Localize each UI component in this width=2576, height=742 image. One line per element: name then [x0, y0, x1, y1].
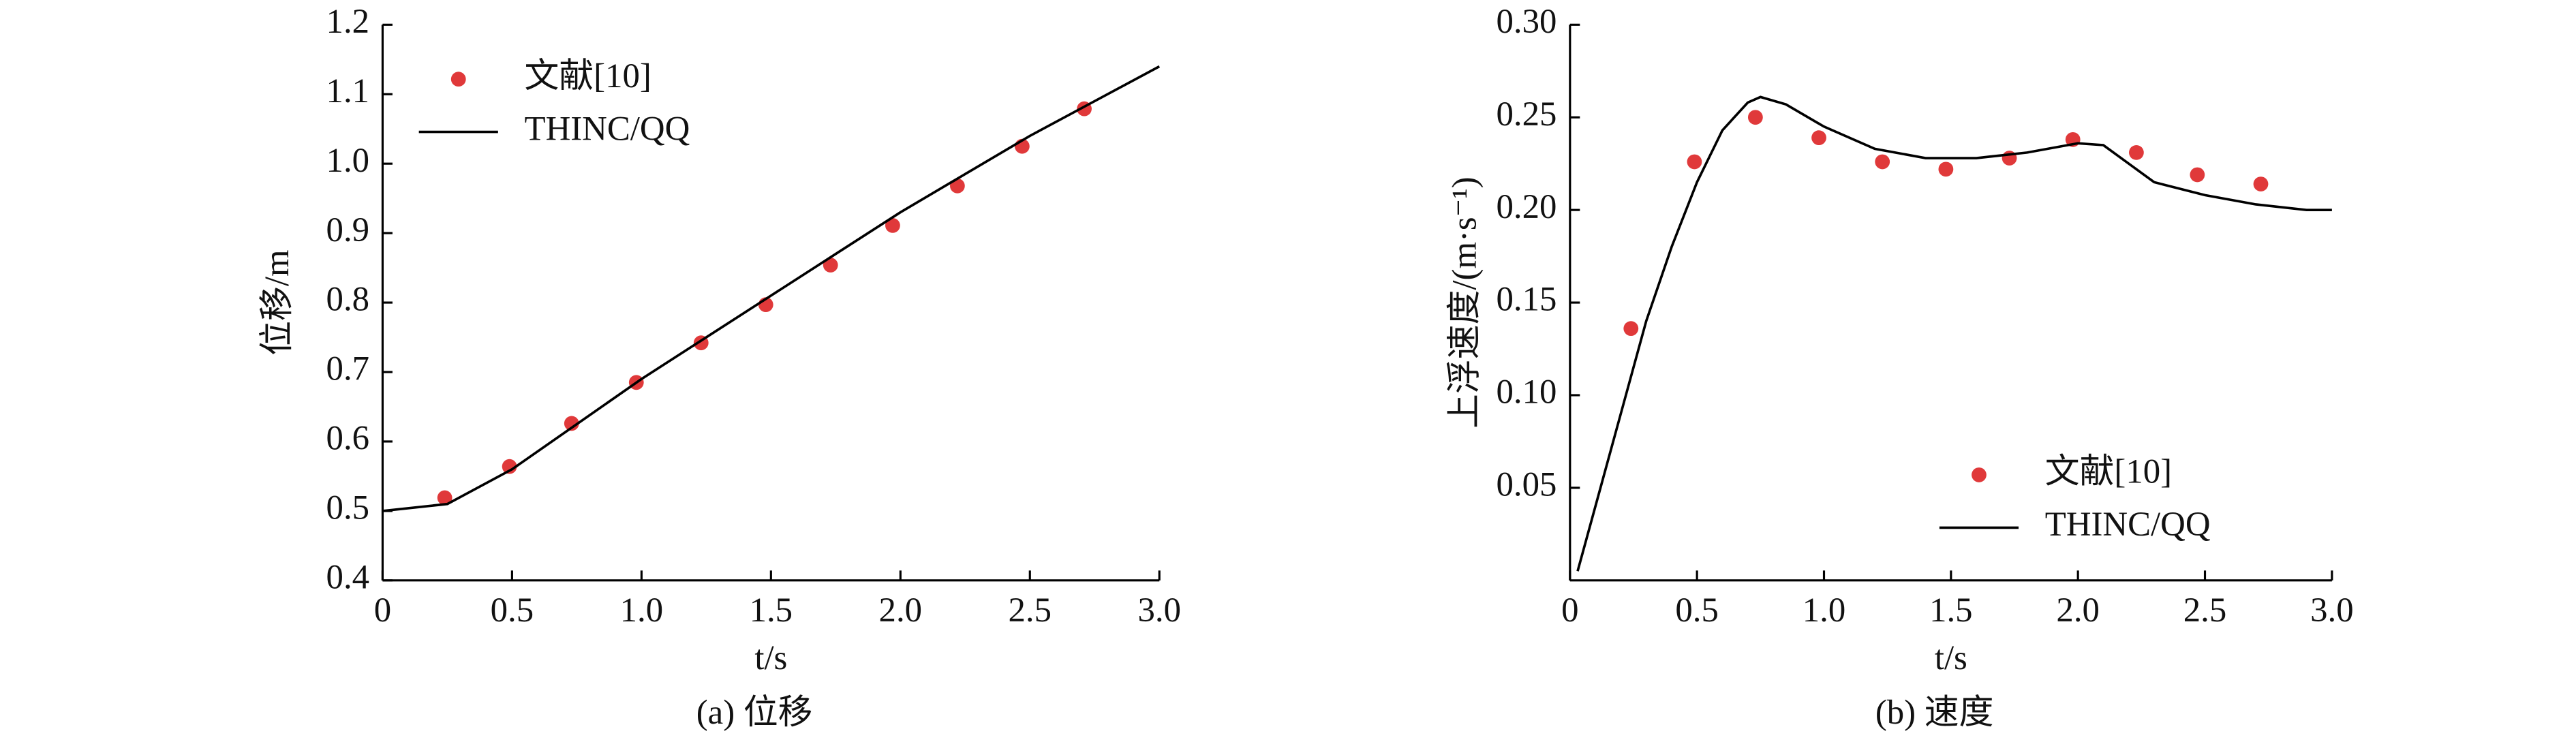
- y-tick-label: 0.10: [1497, 373, 1557, 411]
- data-point: [437, 490, 453, 506]
- legend-label: THINC/QQ: [525, 109, 690, 147]
- caption: (b) 速度: [1875, 693, 1994, 731]
- x-tick-label: 1.5: [1929, 591, 1973, 629]
- x-axis-label: t/s: [1935, 638, 1967, 677]
- data-point: [1687, 154, 1702, 170]
- line-series: [382, 65, 1161, 512]
- y-tick-label: 1.2: [326, 2, 370, 40]
- x-tick-label: 3.0: [1137, 591, 1181, 629]
- data-point: [1747, 110, 1763, 125]
- data-point: [502, 459, 517, 474]
- x-tick-label: 2.5: [2183, 591, 2227, 629]
- data-point: [2129, 144, 2144, 160]
- x-tick-label: 0: [1561, 591, 1578, 629]
- y-tick-label: 0.30: [1497, 2, 1557, 40]
- data-point: [1938, 161, 1954, 177]
- data-point: [1875, 154, 1890, 170]
- x-tick-label: 0.5: [1675, 591, 1719, 629]
- x-tick-label: 3.0: [2310, 591, 2354, 629]
- x-tick-label: 1.0: [620, 591, 664, 629]
- data-point: [2253, 176, 2269, 191]
- y-tick-label: 1.1: [326, 72, 370, 110]
- data-point: [2190, 167, 2205, 183]
- y-axis-label: 上浮速度/(m·s⁻¹): [1445, 176, 1483, 428]
- data-point: [885, 218, 900, 233]
- x-tick-label: 0.5: [491, 591, 534, 629]
- legend-label: THINC/QQ: [2045, 505, 2211, 543]
- x-tick-label: 2.0: [2056, 591, 2100, 629]
- legend-label: 文献[10]: [525, 57, 651, 95]
- x-tick-label: 0: [374, 591, 391, 629]
- y-tick-label: 0.5: [326, 489, 370, 527]
- y-tick-label: 0.15: [1497, 280, 1557, 318]
- y-tick-label: 0.8: [326, 280, 370, 318]
- y-tick-label: 1.0: [326, 141, 370, 179]
- x-axis-label: t/s: [754, 638, 787, 677]
- legend-label: 文献[10]: [2045, 452, 2172, 491]
- data-point: [1623, 321, 1639, 337]
- data-point: [823, 258, 838, 273]
- legend-marker: [450, 72, 466, 87]
- data-point: [564, 416, 579, 431]
- y-tick-label: 0.7: [326, 350, 370, 388]
- y-tick-label: 0.6: [326, 419, 370, 457]
- y-tick-label: 0.25: [1497, 95, 1557, 133]
- x-tick-label: 1.5: [750, 591, 793, 629]
- x-tick-label: 1.0: [1803, 591, 1846, 629]
- y-tick-label: 0.4: [326, 557, 370, 596]
- y-tick-label: 0.9: [326, 211, 370, 249]
- legend-marker: [1972, 467, 1987, 482]
- line-series: [1576, 95, 2332, 572]
- data-point: [1811, 130, 1826, 146]
- x-tick-label: 2.5: [1009, 591, 1052, 629]
- y-tick-label: 0.05: [1497, 465, 1557, 504]
- y-tick-label: 0.20: [1497, 187, 1557, 226]
- caption: (a) 位移: [696, 693, 813, 731]
- x-tick-label: 2.0: [879, 591, 923, 629]
- y-axis-label: 位移/m: [258, 249, 296, 355]
